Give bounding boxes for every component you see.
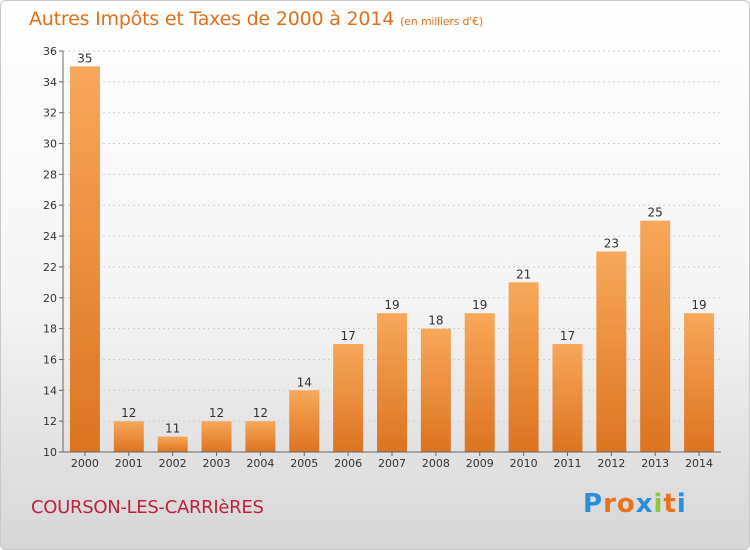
y-tick-label: 30: [43, 138, 57, 151]
y-tick-label: 10: [43, 446, 57, 459]
data-label-2010: 21: [516, 267, 531, 281]
bar-2012: [596, 251, 627, 452]
bar-2007: [377, 313, 407, 452]
chart-title-text: Autres Impôts et Taxes de 2000 à 2014: [29, 8, 395, 30]
axes: 10 12 14 16 18 20 22 24 26 28 30 32 34 36 2000 2001 2002…: [43, 45, 721, 470]
y-tick-label: 36: [43, 45, 57, 58]
chart-title: Autres Impôts et Taxes de 2000 à 2014 (en…: [29, 8, 483, 30]
data-label-2001: 12: [121, 406, 136, 420]
bar-2008: [420, 328, 451, 452]
logo-letter: i: [676, 489, 687, 519]
data-label-2008: 18: [428, 314, 443, 328]
chart-unit: (en milliers d'€): [400, 15, 483, 28]
y-tick-label: 34: [43, 76, 57, 89]
y-tick-label: 16: [43, 353, 57, 366]
x-tick-label-2012: 2012: [597, 457, 625, 470]
y-tick-label: 28: [43, 168, 57, 181]
bar-2004: [245, 421, 276, 452]
logo-letter: x: [635, 489, 654, 519]
x-tick-label-2000: 2000: [71, 457, 99, 470]
x-tick-label-2014: 2014: [685, 457, 713, 470]
y-tick-label: 18: [43, 323, 57, 336]
logo-letter: t: [663, 489, 677, 519]
y-tick-label: 26: [43, 199, 57, 212]
bar-2005: [289, 390, 320, 452]
bar-2014: [684, 313, 715, 452]
data-labels: 35 12 11 12 12 14 17 19 18 19 21 17 23 25 19: [77, 51, 706, 435]
bar-2013: [640, 220, 671, 452]
data-label-2013: 25: [648, 206, 663, 220]
x-tick-label-2001: 2001: [115, 457, 143, 470]
x-tick-label-2002: 2002: [159, 457, 187, 470]
logo-letter: P: [583, 489, 604, 519]
x-tick-label-2011: 2011: [553, 457, 581, 470]
logo-letter: r: [603, 489, 617, 519]
bar-2001: [113, 421, 144, 452]
x-tick-label-2004: 2004: [246, 457, 274, 470]
logo-letter: o: [616, 489, 636, 519]
y-tick-label: 24: [43, 230, 57, 243]
bar-2006: [333, 344, 364, 452]
y-tick-label: 32: [43, 107, 57, 120]
x-tick-label-2005: 2005: [290, 457, 318, 470]
x-tick-label-2003: 2003: [203, 457, 231, 470]
x-tick-label-2007: 2007: [378, 457, 406, 470]
proxiti-logo: Proxiti: [583, 489, 687, 519]
bar-2009: [464, 313, 495, 452]
data-label-2006: 17: [340, 329, 355, 343]
data-label-2005: 14: [297, 375, 312, 389]
data-label-2012: 23: [604, 237, 619, 251]
data-label-2007: 19: [384, 298, 399, 312]
y-tick-label: 20: [43, 292, 57, 305]
bar-2000: [69, 66, 100, 452]
x-tick-label-2009: 2009: [466, 457, 494, 470]
data-label-2003: 12: [209, 406, 224, 420]
data-label-2011: 17: [560, 329, 575, 343]
x-tick-label-2010: 2010: [510, 457, 538, 470]
x-tick-label-2006: 2006: [334, 457, 362, 470]
commune-name: COURSON-LES-CARRIèRES: [31, 497, 264, 518]
data-label-2009: 19: [472, 298, 487, 312]
bar-2003: [201, 421, 232, 452]
y-tick-label: 12: [43, 415, 57, 428]
data-label-2004: 12: [253, 406, 268, 420]
bars: [69, 66, 715, 452]
bar-2002: [157, 436, 188, 452]
data-label-2014: 19: [691, 298, 706, 312]
x-tick-label-2013: 2013: [641, 457, 669, 470]
data-label-2002: 11: [165, 422, 180, 436]
y-tick-label: 14: [43, 384, 57, 397]
logo-letter: i: [653, 489, 664, 519]
x-tick-label-2008: 2008: [422, 457, 450, 470]
y-tick-label: 22: [43, 261, 57, 274]
data-label-2000: 35: [77, 51, 92, 65]
bar-2011: [552, 344, 583, 452]
bar-2010: [508, 282, 539, 452]
